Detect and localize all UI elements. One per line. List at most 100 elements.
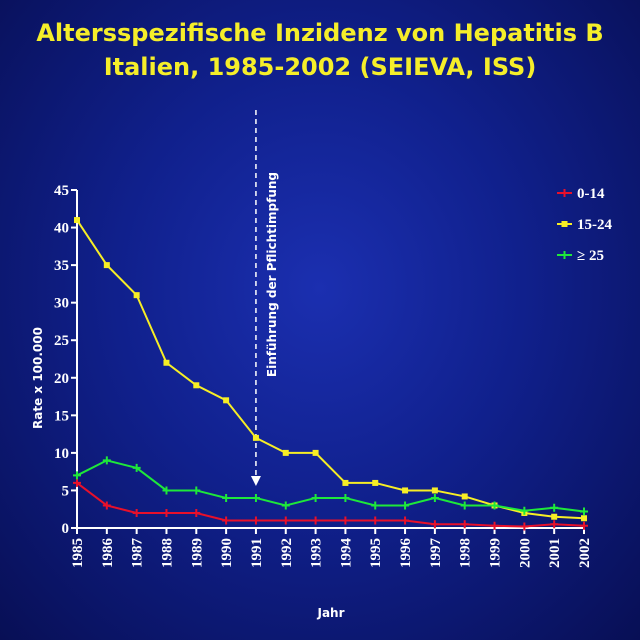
y-tick-label: 35 bbox=[54, 258, 69, 274]
data-point bbox=[252, 434, 259, 441]
x-tick-label: 2002 bbox=[577, 538, 593, 568]
y-tick-label: 5 bbox=[62, 483, 70, 499]
x-tick-label: 1998 bbox=[458, 538, 474, 568]
x-tick-label: 1992 bbox=[279, 538, 295, 568]
legend-label: 15-24 bbox=[577, 217, 612, 233]
data-point bbox=[281, 516, 290, 525]
data-point bbox=[371, 516, 380, 525]
y-tick-label: 40 bbox=[54, 221, 69, 237]
data-point bbox=[311, 516, 320, 525]
chart-title-line-1: Altersspezifische Inzidenz von Hepatitis… bbox=[36, 19, 604, 47]
legend-swatch-marker bbox=[560, 189, 569, 197]
x-tick-label: 1990 bbox=[219, 538, 235, 568]
legend-label: ≥ 25 bbox=[577, 248, 604, 264]
data-point bbox=[581, 515, 587, 522]
data-point bbox=[281, 501, 290, 510]
x-tick-label: 1988 bbox=[159, 538, 175, 568]
data-point bbox=[222, 516, 231, 525]
x-tick-label: 1995 bbox=[368, 538, 384, 568]
data-point bbox=[193, 382, 200, 389]
data-point bbox=[132, 463, 141, 472]
x-tick-label: 1989 bbox=[189, 538, 205, 568]
data-point bbox=[401, 501, 410, 510]
x-tick-label: 2000 bbox=[517, 538, 533, 568]
data-point bbox=[341, 516, 350, 525]
series-1 bbox=[74, 217, 587, 522]
data-point bbox=[192, 486, 201, 495]
data-point bbox=[372, 479, 379, 486]
legend-label: 0-14 bbox=[577, 186, 605, 202]
data-point bbox=[461, 493, 468, 500]
series-2 bbox=[73, 456, 588, 516]
x-tick-label: 1985 bbox=[70, 538, 86, 568]
annotation-label: Einführung der Pflichtimpfung bbox=[265, 172, 279, 377]
y-tick-label: 10 bbox=[54, 446, 69, 462]
data-point bbox=[102, 456, 111, 465]
data-point bbox=[550, 503, 559, 512]
data-point bbox=[430, 493, 439, 502]
data-point bbox=[162, 486, 171, 495]
series-line bbox=[76, 459, 585, 513]
data-point bbox=[251, 493, 260, 502]
x-tick-label: 1987 bbox=[130, 538, 146, 569]
data-point bbox=[282, 449, 289, 456]
x-axis-label: Jahr bbox=[316, 606, 344, 620]
data-point bbox=[580, 521, 588, 530]
data-point bbox=[192, 508, 201, 517]
annotation-arrow-head bbox=[250, 476, 261, 486]
series-line bbox=[76, 219, 585, 520]
chart-title-line-2: Italien, 1985-2002 (SEIEVA, ISS) bbox=[103, 53, 537, 81]
data-point bbox=[430, 520, 439, 529]
x-tick-label: 1991 bbox=[249, 538, 265, 568]
data-point bbox=[341, 493, 350, 502]
data-point bbox=[103, 262, 110, 269]
data-point bbox=[371, 501, 380, 510]
data-point bbox=[490, 501, 499, 510]
data-point bbox=[73, 478, 81, 487]
y-tick-label: 30 bbox=[54, 296, 69, 312]
legend-item: 15-24 bbox=[557, 217, 612, 233]
y-tick-label: 0 bbox=[62, 521, 70, 537]
y-tick-label: 15 bbox=[54, 408, 69, 424]
data-point bbox=[551, 513, 558, 520]
data-point bbox=[102, 501, 111, 510]
data-point bbox=[163, 359, 170, 366]
data-point bbox=[222, 493, 231, 502]
x-tick-label: 1999 bbox=[488, 538, 504, 568]
data-point bbox=[73, 471, 81, 480]
y-tick-label: 25 bbox=[54, 333, 69, 349]
x-tick-label: 1996 bbox=[398, 538, 414, 569]
y-axis-label: Rate x 100.000 bbox=[31, 327, 45, 429]
data-point bbox=[133, 292, 140, 299]
series-0 bbox=[73, 478, 588, 531]
data-point bbox=[550, 520, 559, 529]
y-tick-label: 45 bbox=[54, 183, 69, 199]
data-point bbox=[460, 501, 469, 510]
data-point bbox=[580, 507, 588, 516]
data-point bbox=[460, 520, 469, 529]
data-point bbox=[490, 521, 499, 530]
data-point bbox=[520, 506, 529, 515]
data-point bbox=[402, 487, 409, 494]
data-point bbox=[401, 516, 410, 525]
legend-item: ≥ 25 bbox=[557, 248, 604, 264]
x-tick-label: 1986 bbox=[100, 538, 116, 569]
data-point bbox=[223, 397, 230, 404]
data-point bbox=[520, 522, 529, 531]
legend-swatch-marker bbox=[560, 251, 569, 259]
x-tick-label: 2001 bbox=[547, 538, 563, 568]
data-point bbox=[342, 479, 349, 486]
data-point bbox=[312, 449, 319, 456]
data-point bbox=[311, 493, 320, 502]
x-tick-label: 1993 bbox=[309, 538, 325, 568]
data-point bbox=[132, 508, 141, 517]
x-tick-label: 1994 bbox=[338, 538, 354, 569]
y-tick-label: 20 bbox=[54, 371, 69, 387]
data-point bbox=[74, 217, 80, 224]
data-point bbox=[162, 508, 171, 517]
series-line bbox=[76, 482, 585, 528]
legend-swatch-marker bbox=[561, 221, 568, 227]
x-tick-label: 1997 bbox=[428, 538, 444, 569]
data-point bbox=[431, 487, 438, 494]
